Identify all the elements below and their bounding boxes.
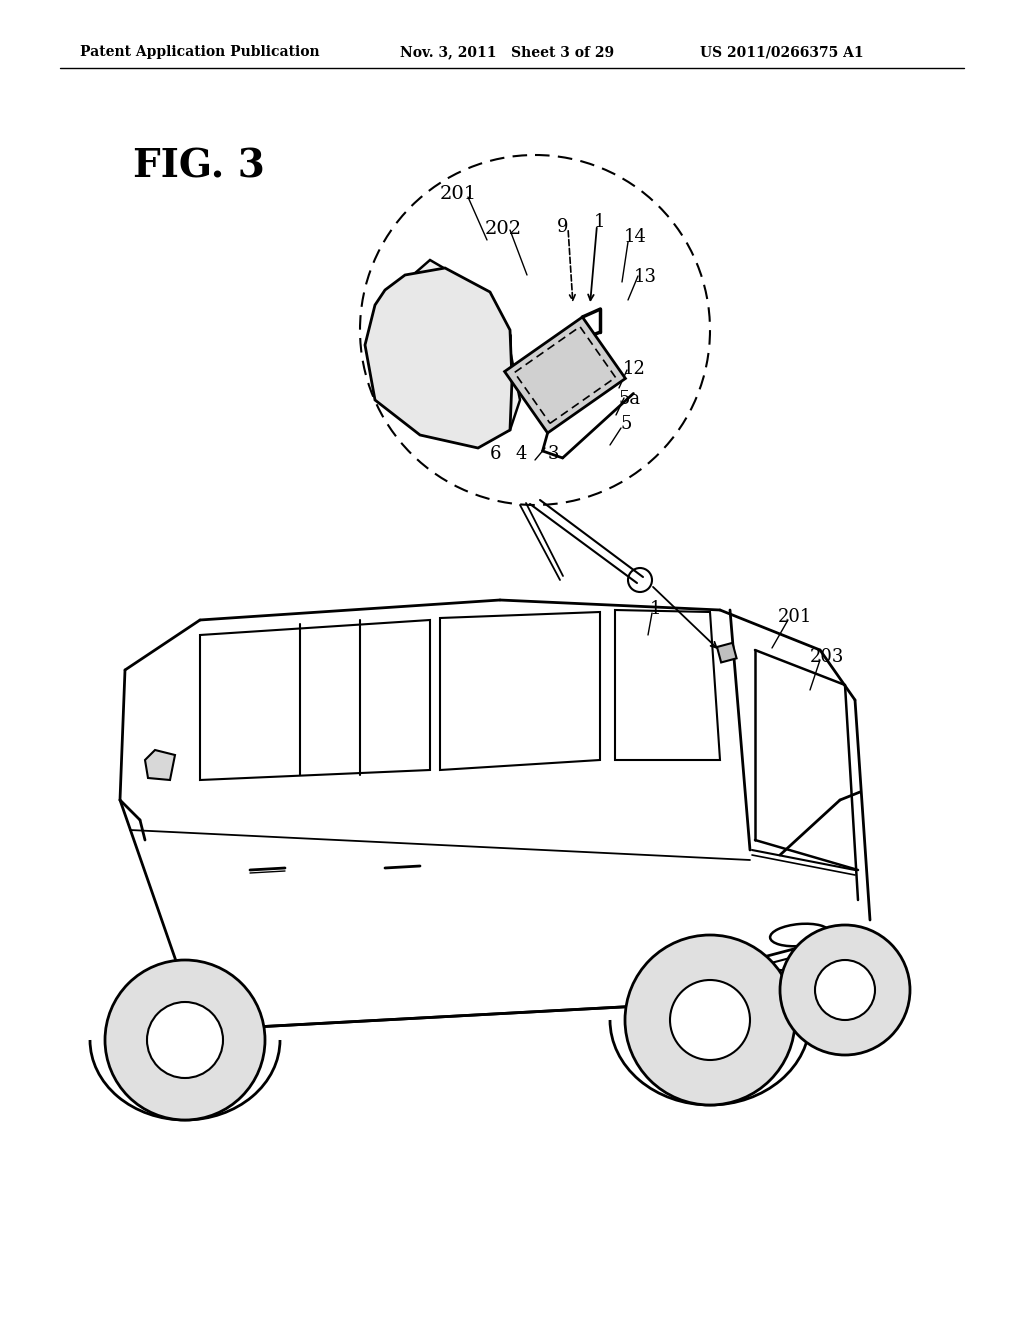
Text: 14: 14 xyxy=(624,228,647,246)
Text: 201: 201 xyxy=(778,609,812,626)
Text: 1: 1 xyxy=(650,601,662,618)
Text: 1: 1 xyxy=(594,213,605,231)
Polygon shape xyxy=(505,317,626,433)
Text: FIG. 3: FIG. 3 xyxy=(133,148,265,186)
Text: 5: 5 xyxy=(620,414,632,433)
Text: 202: 202 xyxy=(485,220,522,238)
Text: 201: 201 xyxy=(440,185,477,203)
Circle shape xyxy=(625,935,795,1105)
Text: 6: 6 xyxy=(490,445,502,463)
Circle shape xyxy=(815,960,874,1020)
Text: 5a: 5a xyxy=(618,389,640,408)
Text: 13: 13 xyxy=(634,268,657,286)
Text: Nov. 3, 2011   Sheet 3 of 29: Nov. 3, 2011 Sheet 3 of 29 xyxy=(400,45,614,59)
Circle shape xyxy=(780,925,910,1055)
Text: 203: 203 xyxy=(810,648,845,667)
Polygon shape xyxy=(145,750,175,780)
PathPatch shape xyxy=(365,268,512,447)
Text: Patent Application Publication: Patent Application Publication xyxy=(80,45,319,59)
Bar xyxy=(717,643,736,663)
Text: 4: 4 xyxy=(516,445,527,463)
Text: US 2011/0266375 A1: US 2011/0266375 A1 xyxy=(700,45,863,59)
Text: 12: 12 xyxy=(623,360,646,378)
Polygon shape xyxy=(370,260,520,445)
Circle shape xyxy=(670,979,750,1060)
Bar xyxy=(758,970,843,1008)
Circle shape xyxy=(105,960,265,1119)
Text: 9: 9 xyxy=(557,218,568,236)
Text: 3: 3 xyxy=(548,445,559,463)
Circle shape xyxy=(147,1002,223,1078)
